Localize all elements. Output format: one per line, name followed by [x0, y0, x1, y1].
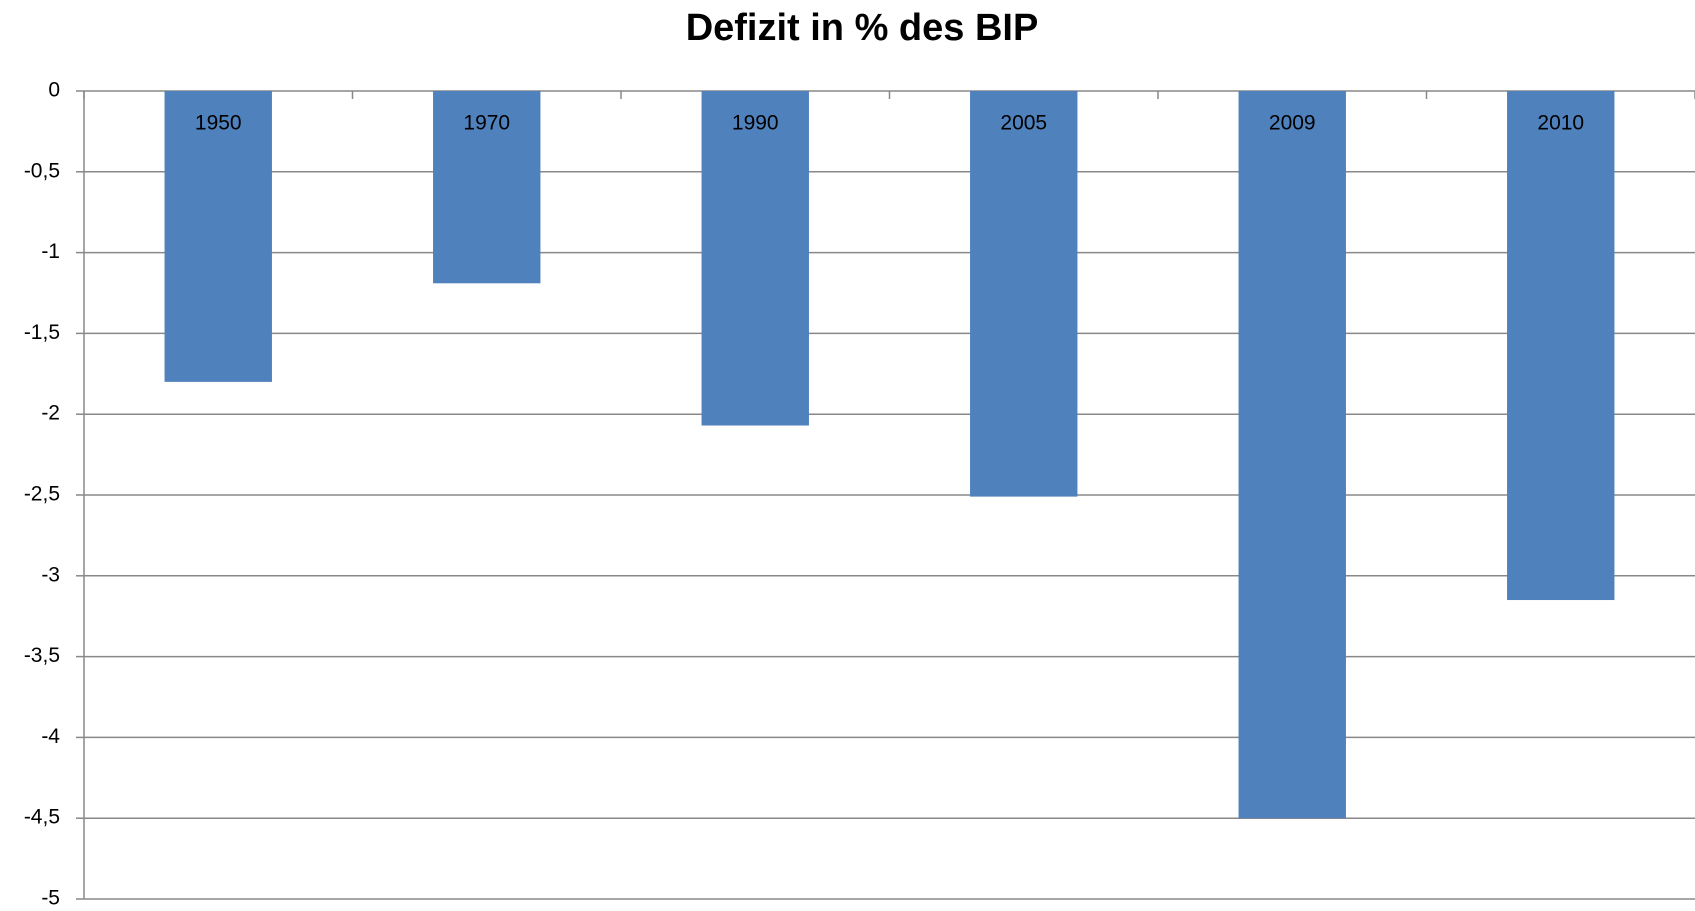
chart-title: Defizit in % des BIP [686, 7, 1039, 49]
x-tick-label: 2009 [1269, 112, 1316, 135]
y-tick-label: -2 [41, 402, 60, 425]
x-tick-label: 2010 [1537, 112, 1584, 135]
y-tick-label: -1 [41, 240, 60, 263]
bar [1507, 91, 1615, 601]
bar [970, 91, 1078, 497]
y-tick-label: -2,5 [24, 483, 60, 506]
y-tick-label: -0,5 [24, 159, 60, 182]
bar [164, 91, 272, 382]
y-tick-label: -4 [41, 725, 60, 748]
y-tick-label: -3 [41, 563, 60, 586]
y-tick-label: 0 [48, 79, 60, 102]
x-tick-label: 1990 [732, 112, 779, 135]
bar [1238, 91, 1346, 819]
bar [433, 91, 541, 284]
x-tick-label: 1950 [195, 112, 242, 135]
x-tick-label: 2005 [1000, 112, 1047, 135]
x-tick-label: 1970 [463, 112, 510, 135]
y-tick-label: -1,5 [24, 321, 60, 344]
y-tick-label: -5 [41, 887, 60, 910]
y-tick-label: -4,5 [24, 806, 60, 829]
bar [701, 91, 809, 426]
y-tick-label: -3,5 [24, 644, 60, 667]
